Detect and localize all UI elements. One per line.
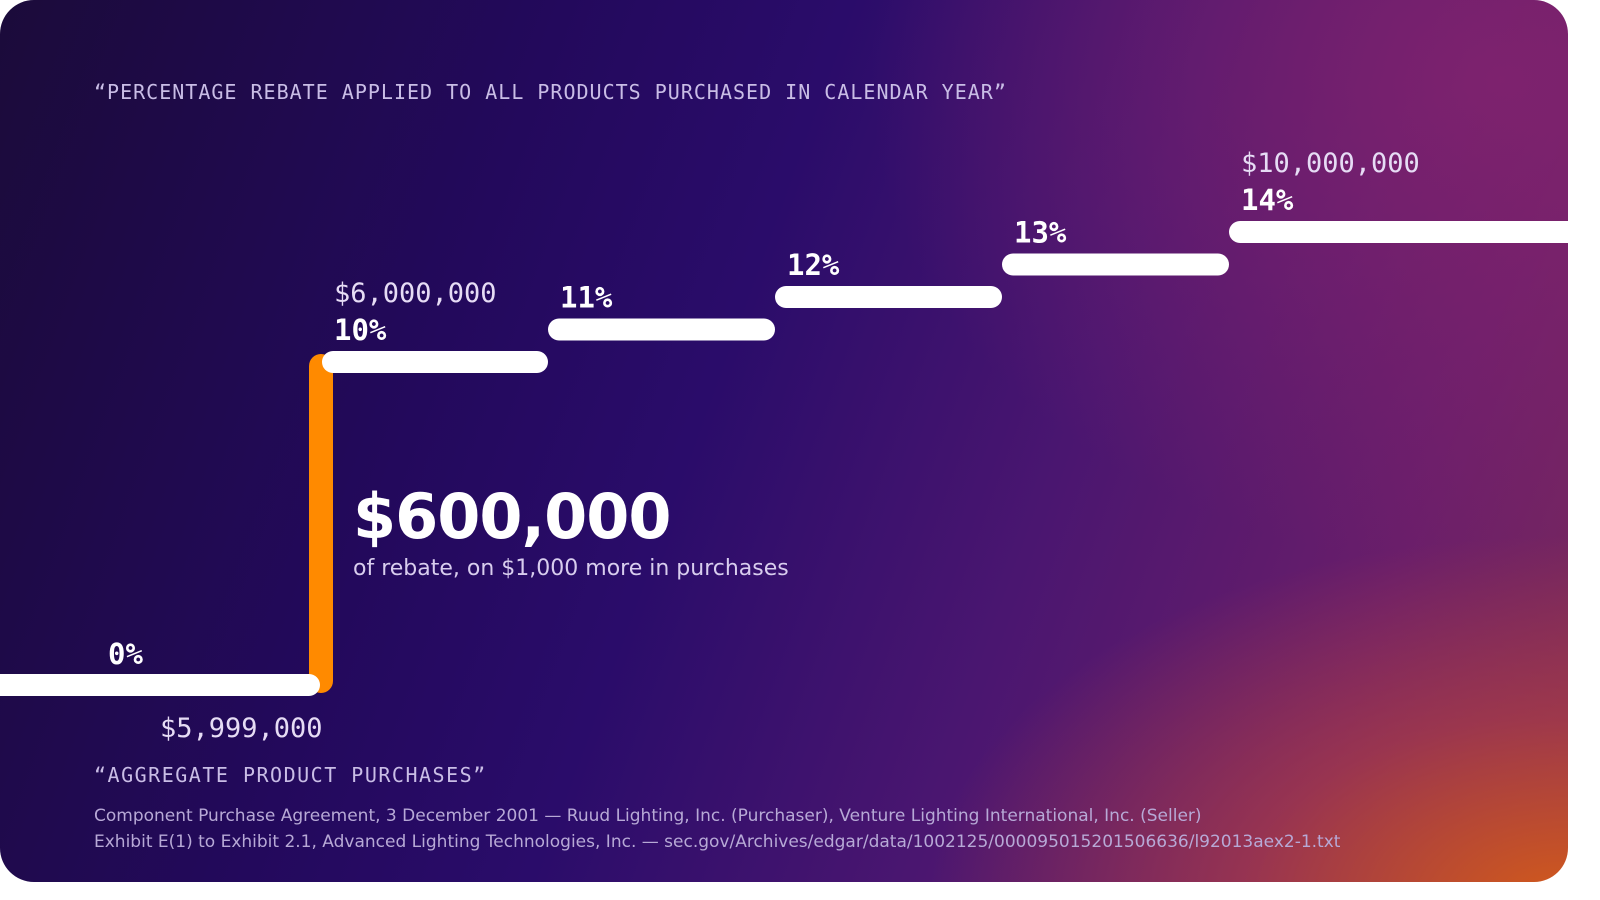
step-bar (548, 318, 775, 341)
step-chart: 0% $5,999,000 10% $6,000,000 11% 12% 13% 14% $10… (0, 148, 1568, 744)
step-rebate-label: 14% (1241, 183, 1294, 217)
step-threshold-label: $10,000,000 (1241, 148, 1420, 179)
chart-title: “PERCENTAGE REBATE APPLIED TO ALL PRODUC… (94, 80, 1007, 104)
step-threshold-label: $5,999,000 (160, 713, 323, 744)
step-bar (0, 674, 320, 696)
step-threshold-label: $6,000,000 (334, 278, 497, 309)
x-axis-label: “AGGREGATE PRODUCT PURCHASES” (94, 763, 487, 787)
step-rebate-label: 10% (334, 313, 387, 347)
step-rebate-label: 11% (560, 281, 613, 315)
step-rebate-label: 13% (1014, 216, 1067, 250)
source-line-1: Component Purchase Agreement, 3 December… (94, 806, 1202, 826)
highlight-amount: $600,000 (353, 480, 672, 553)
step-bar (1229, 221, 1568, 243)
step-bar (1002, 253, 1229, 276)
step-rebate-label: 0% (108, 637, 143, 671)
step-bar (775, 286, 1002, 308)
chart-card: “PERCENTAGE REBATE APPLIED TO ALL PRODUC… (0, 0, 1568, 882)
highlight-note: of rebate, on $1,000 more in purchases (353, 556, 789, 581)
source-line-2: Exhibit E(1) to Exhibit 2.1, Advanced Li… (94, 832, 1341, 852)
step-rebate-label: 12% (787, 248, 840, 282)
step-bar (322, 351, 548, 373)
